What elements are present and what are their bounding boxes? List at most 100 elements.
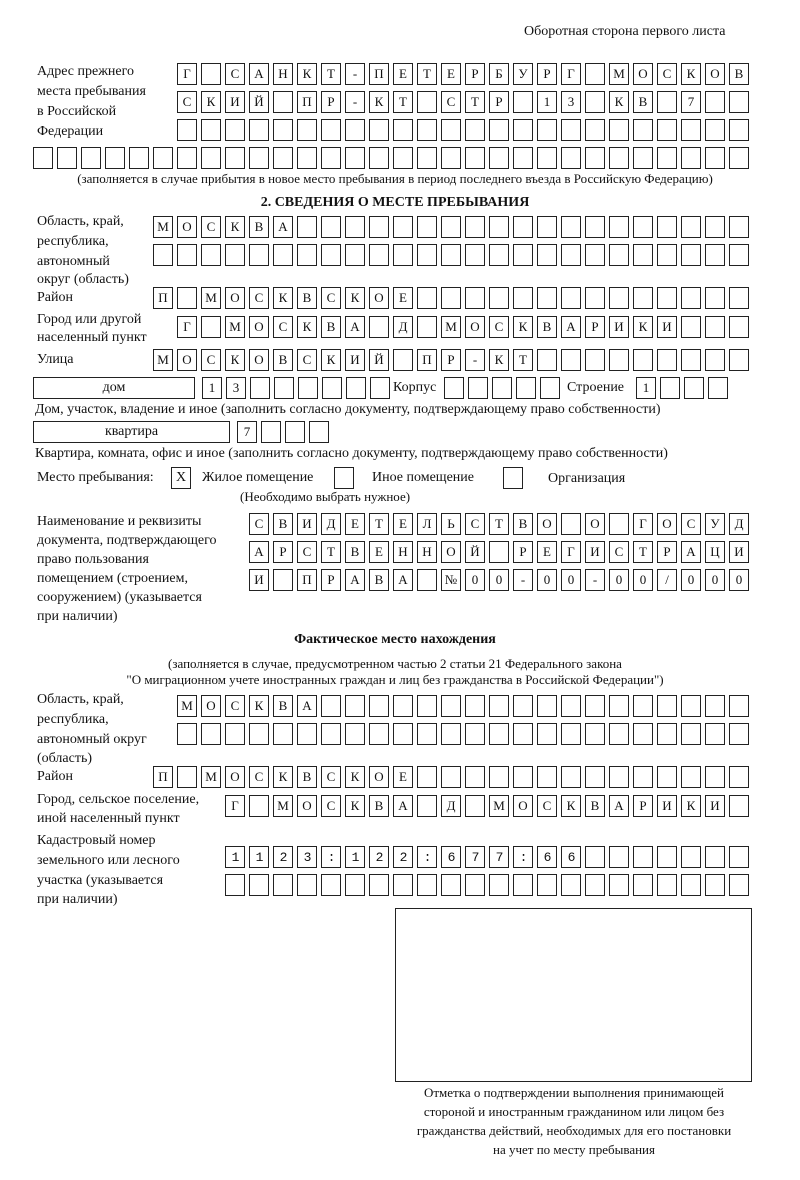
char-cell[interactable] xyxy=(561,513,581,535)
char-cell[interactable] xyxy=(729,349,749,371)
char-cell[interactable] xyxy=(513,723,533,745)
char-cell[interactable] xyxy=(684,377,704,399)
char-cell[interactable] xyxy=(417,723,437,745)
char-cell[interactable]: М xyxy=(489,795,509,817)
char-cell[interactable]: - xyxy=(513,569,533,591)
char-cell[interactable] xyxy=(681,287,701,309)
char-cell[interactable] xyxy=(561,723,581,745)
char-cell[interactable] xyxy=(729,244,749,266)
char-cell[interactable]: А xyxy=(561,316,581,338)
char-cell[interactable]: И xyxy=(609,316,629,338)
char-cell[interactable]: 0 xyxy=(537,569,557,591)
char-cell[interactable]: В xyxy=(345,541,365,563)
char-cell[interactable]: К xyxy=(681,63,701,85)
char-cell[interactable] xyxy=(225,147,245,169)
char-cell[interactable]: К xyxy=(297,316,317,338)
char-cell[interactable]: О xyxy=(225,287,245,309)
char-cell[interactable]: О xyxy=(177,216,197,238)
char-cell[interactable]: Р xyxy=(633,795,653,817)
char-cell[interactable] xyxy=(249,846,269,868)
char-cell[interactable]: К xyxy=(609,91,629,113)
char-cell[interactable] xyxy=(585,91,605,113)
char-cell[interactable] xyxy=(297,119,317,141)
char-cell[interactable]: Р xyxy=(321,569,341,591)
char-cell[interactable]: Т xyxy=(513,349,533,371)
char-cell[interactable]: О xyxy=(369,766,389,788)
char-cell[interactable]: И xyxy=(705,795,725,817)
char-cell[interactable] xyxy=(729,695,749,717)
char-cell[interactable]: Г xyxy=(561,541,581,563)
char-cell[interactable] xyxy=(297,244,317,266)
char-cell[interactable]: М xyxy=(225,316,245,338)
char-cell[interactable]: О xyxy=(369,287,389,309)
char-cell[interactable]: В xyxy=(273,695,293,717)
char-cell[interactable]: Н xyxy=(393,541,413,563)
char-cell[interactable] xyxy=(393,349,413,371)
char-cell[interactable] xyxy=(492,377,512,399)
char-cell[interactable] xyxy=(444,377,464,399)
char-cell[interactable]: № xyxy=(441,569,461,591)
char-cell[interactable]: Е xyxy=(345,513,365,535)
char-cell[interactable]: - xyxy=(345,91,365,113)
char-cell[interactable]: Т xyxy=(393,91,413,113)
char-cell[interactable] xyxy=(609,119,629,141)
char-cell[interactable] xyxy=(369,316,389,338)
char-cell[interactable] xyxy=(585,119,605,141)
char-cell[interactable]: С xyxy=(201,349,221,371)
char-cell[interactable] xyxy=(657,723,677,745)
char-cell[interactable]: И xyxy=(225,91,245,113)
char-cell[interactable] xyxy=(513,244,533,266)
char-cell[interactable] xyxy=(177,723,197,745)
char-cell[interactable]: Р xyxy=(273,541,293,563)
char-cell[interactable]: К xyxy=(345,795,365,817)
char-cell[interactable] xyxy=(609,349,629,371)
char-cell[interactable]: О xyxy=(225,766,245,788)
char-cell[interactable] xyxy=(537,766,557,788)
char-cell[interactable] xyxy=(177,766,197,788)
char-cell[interactable] xyxy=(537,695,557,717)
char-cell[interactable]: С xyxy=(321,287,341,309)
char-cell[interactable] xyxy=(513,216,533,238)
char-cell[interactable] xyxy=(729,766,749,788)
char-cell[interactable] xyxy=(633,349,653,371)
char-cell[interactable] xyxy=(585,244,605,266)
char-cell[interactable] xyxy=(417,695,437,717)
char-cell[interactable] xyxy=(633,244,653,266)
char-cell[interactable] xyxy=(681,766,701,788)
char-cell[interactable]: Й xyxy=(465,541,485,563)
char-cell[interactable] xyxy=(609,147,629,169)
char-cell[interactable]: В xyxy=(585,795,605,817)
char-cell[interactable] xyxy=(153,147,173,169)
char-cell[interactable] xyxy=(537,216,557,238)
char-cell[interactable] xyxy=(513,874,533,896)
char-cell[interactable]: Ц xyxy=(705,541,725,563)
char-cell[interactable] xyxy=(321,846,341,868)
char-cell[interactable] xyxy=(201,63,221,85)
char-cell[interactable] xyxy=(681,216,701,238)
char-cell[interactable] xyxy=(309,421,329,443)
char-cell[interactable]: М xyxy=(273,795,293,817)
char-cell[interactable] xyxy=(345,695,365,717)
char-cell[interactable]: П xyxy=(417,349,437,371)
char-cell[interactable] xyxy=(345,874,365,896)
char-cell[interactable]: 1 xyxy=(537,91,557,113)
char-cell[interactable] xyxy=(250,377,270,399)
char-cell[interactable]: Р xyxy=(513,541,533,563)
char-cell[interactable] xyxy=(261,421,281,443)
char-cell[interactable] xyxy=(177,119,197,141)
house-type-field[interactable]: дом xyxy=(33,377,195,399)
char-cell[interactable] xyxy=(681,147,701,169)
char-cell[interactable]: Н xyxy=(273,63,293,85)
char-cell[interactable]: К xyxy=(297,63,317,85)
char-cell[interactable]: Д xyxy=(393,316,413,338)
char-cell[interactable] xyxy=(153,244,173,266)
char-cell[interactable]: С xyxy=(249,766,269,788)
char-cell[interactable]: 1 xyxy=(202,377,222,399)
char-cell[interactable] xyxy=(633,723,653,745)
char-cell[interactable]: П xyxy=(153,287,173,309)
char-cell[interactable] xyxy=(609,216,629,238)
char-cell[interactable] xyxy=(369,119,389,141)
char-cell[interactable]: Т xyxy=(321,63,341,85)
char-cell[interactable]: 0 xyxy=(705,569,725,591)
char-cell[interactable]: Е xyxy=(393,766,413,788)
